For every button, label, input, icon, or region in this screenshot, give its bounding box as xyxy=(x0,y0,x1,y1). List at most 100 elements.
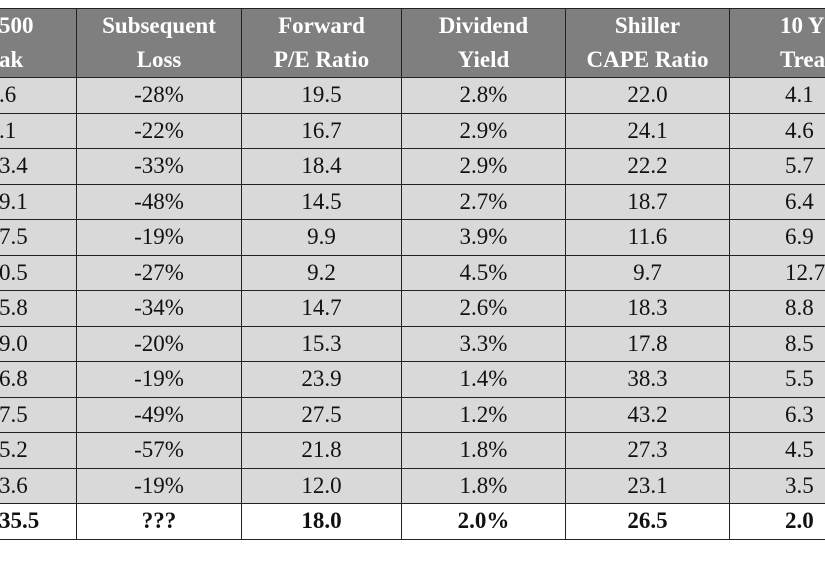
cell-text: 7.5 xyxy=(0,224,28,250)
body-cell: 2.8% xyxy=(401,77,566,114)
body-cell: 23.9 xyxy=(241,361,402,398)
cell-text: 14.7 xyxy=(301,295,342,321)
body-cell: 9.9 xyxy=(241,219,402,256)
body-cell: 7.5 xyxy=(0,219,77,256)
cell-text: 3.5 xyxy=(785,473,814,499)
cell-text: 0.5 xyxy=(0,260,28,286)
body-cell: -19% xyxy=(76,219,242,256)
cell-text: -19% xyxy=(134,224,184,250)
body-cell: -19% xyxy=(76,468,242,505)
cell-text: 4.5 xyxy=(785,437,814,463)
cell-text: -19% xyxy=(134,366,184,392)
body-cell: 1.2% xyxy=(401,397,566,434)
body-cell: 17.8 xyxy=(565,326,730,363)
header-text: Shiller xyxy=(614,13,681,38)
body-cell: 4.5% xyxy=(401,255,566,292)
cell-text: 17.8 xyxy=(627,331,668,357)
cell-text: 14.5 xyxy=(301,189,342,215)
cell-text: 27.5 xyxy=(301,402,342,428)
body-cell: 22.2 xyxy=(565,148,730,185)
body-cell: 12.7 xyxy=(729,255,825,292)
cell-text: 6.8 xyxy=(0,366,28,392)
cell-text: 2.0 xyxy=(785,508,814,534)
cell-text: -22% xyxy=(134,118,184,144)
header-text: Treasur xyxy=(780,47,825,72)
body-cell: 22.0 xyxy=(565,77,730,114)
body-cell: 18.4 xyxy=(241,148,402,185)
cell-text: -27% xyxy=(134,260,184,286)
body-cell: 9.2 xyxy=(241,255,402,292)
body-cell: 19.5 xyxy=(241,77,402,114)
header-text: P/E Ratio xyxy=(273,47,370,72)
body-cell: 24.1 xyxy=(565,113,730,150)
body-cell: -34% xyxy=(76,290,242,327)
current-cell: 26.5 xyxy=(565,503,730,540)
cell-text: 1.8% xyxy=(459,437,508,463)
cell-text: 6.3 xyxy=(785,402,814,428)
body-cell: 23.1 xyxy=(565,468,730,505)
header-text: Dividend xyxy=(438,13,529,38)
body-cell: 5.2 xyxy=(0,432,77,469)
header-text: 500 xyxy=(0,13,34,38)
cell-text: 5.7 xyxy=(785,153,814,179)
cell-text: 9.2 xyxy=(307,260,336,286)
body-cell: 1.8% xyxy=(401,468,566,505)
header-cell: 500 ak xyxy=(0,8,77,78)
cell-text: 1.2% xyxy=(459,402,508,428)
body-cell: 1.4% xyxy=(401,361,566,398)
cell-text: ??? xyxy=(141,508,177,534)
body-cell: 6.8 xyxy=(0,361,77,398)
body-cell: 15.3 xyxy=(241,326,402,363)
body-cell: .1 xyxy=(0,113,77,150)
body-cell: 1.8% xyxy=(401,432,566,469)
cell-text: 3.3% xyxy=(459,331,508,357)
cell-text: 2.7% xyxy=(459,189,508,215)
header-text: Subsequent xyxy=(102,13,216,38)
cell-text: 3.4 xyxy=(0,153,28,179)
body-cell: 5.8 xyxy=(0,290,77,327)
header-text: Forward xyxy=(278,13,365,38)
cell-text: 4.1 xyxy=(785,82,814,108)
cell-text: 5.8 xyxy=(0,295,28,321)
current-cell: 18.0 xyxy=(241,503,402,540)
cell-text: .6 xyxy=(0,82,17,108)
body-cell: 3.5 xyxy=(729,468,825,505)
cell-text: 9.0 xyxy=(0,331,28,357)
body-cell: 6.3 xyxy=(729,397,825,434)
cell-text: 15.3 xyxy=(301,331,342,357)
cell-text: 4.5% xyxy=(459,260,508,286)
header-cell: Forward P/E Ratio xyxy=(241,8,402,78)
cell-text: -34% xyxy=(134,295,184,321)
body-cell: 3.4 xyxy=(0,148,77,185)
body-cell: 3.6 xyxy=(0,468,77,505)
header-cell: Dividend Yield xyxy=(401,8,566,78)
body-cell: -22% xyxy=(76,113,242,150)
cell-text: 22.2 xyxy=(627,153,668,179)
header-text: 10 Y xyxy=(780,13,825,38)
cell-text: -49% xyxy=(134,402,184,428)
cell-text: 6.4 xyxy=(785,189,814,215)
cell-text: 5.5 xyxy=(785,366,814,392)
body-cell: 21.8 xyxy=(241,432,402,469)
cell-text: 21.8 xyxy=(301,437,342,463)
cell-text: 24.1 xyxy=(627,118,668,144)
body-cell: 5.7 xyxy=(729,148,825,185)
cell-text: 9.1 xyxy=(0,189,28,215)
cell-text: 9.7 xyxy=(633,260,662,286)
header-text: CAPE Ratio xyxy=(586,47,709,72)
header-cell: Shiller CAPE Ratio xyxy=(565,8,730,78)
cell-text: 38.3 xyxy=(627,366,668,392)
current-cell: ??? xyxy=(76,503,242,540)
body-cell: 18.3 xyxy=(565,290,730,327)
cell-text: 9.9 xyxy=(307,224,336,250)
cell-text: 8.8 xyxy=(785,295,814,321)
body-cell: 12.0 xyxy=(241,468,402,505)
cell-text: 12.0 xyxy=(301,473,342,499)
current-cell: 35.5 xyxy=(0,503,77,540)
header-text: Loss xyxy=(136,47,182,72)
cell-text: 8.5 xyxy=(785,331,814,357)
cell-text: 3.6 xyxy=(0,473,28,499)
cell-text: 18.3 xyxy=(627,295,668,321)
body-cell: 16.7 xyxy=(241,113,402,150)
